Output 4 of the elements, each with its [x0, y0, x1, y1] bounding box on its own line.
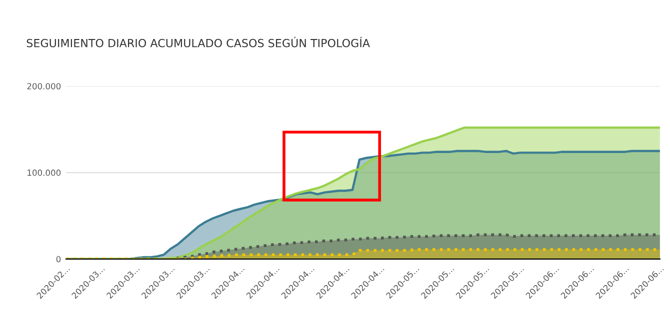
- chart-title: SEGUIMIENTO DIARIO ACUMULADO CASOS SEGÚN TIPOLOGÍA: [26, 36, 370, 48]
- y-tick-label: 200.000: [27, 83, 61, 90]
- y-tick-label: 100.000: [28, 170, 61, 176]
- y-tick-label: 0: [56, 256, 61, 262]
